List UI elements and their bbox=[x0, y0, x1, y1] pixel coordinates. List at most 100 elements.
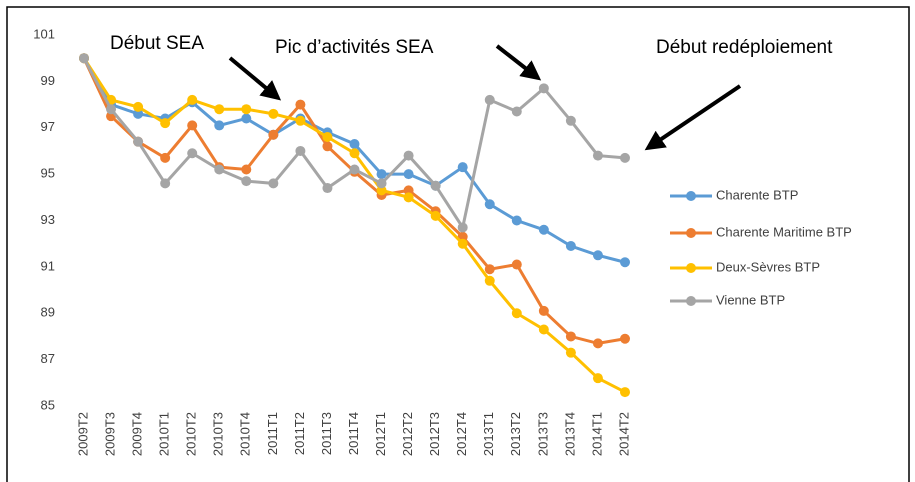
data-point bbox=[565, 331, 576, 342]
chart-border bbox=[6, 6, 910, 482]
data-point bbox=[457, 238, 468, 249]
legend-marker bbox=[686, 191, 696, 201]
y-tick-label: 87 bbox=[41, 351, 55, 366]
legend-marker bbox=[686, 228, 696, 238]
data-point bbox=[592, 338, 603, 349]
x-tick-label: 2014T2 bbox=[616, 412, 631, 456]
annotation: Pic d’activités SEA bbox=[275, 37, 434, 58]
data-point bbox=[620, 333, 630, 344]
data-point bbox=[268, 178, 279, 189]
data-point bbox=[349, 148, 360, 159]
x-tick-label: 2013T1 bbox=[481, 412, 496, 456]
x-tick-label: 2011T3 bbox=[319, 412, 334, 455]
data-point bbox=[403, 150, 414, 161]
legend-label: Vienne BTP bbox=[716, 292, 785, 307]
data-point bbox=[538, 324, 549, 335]
data-point bbox=[565, 241, 576, 252]
data-point bbox=[484, 264, 495, 275]
x-tick-label: 2009T3 bbox=[102, 412, 117, 456]
x-tick-label: 2013T2 bbox=[508, 412, 523, 456]
data-point bbox=[214, 164, 225, 175]
data-point bbox=[376, 178, 387, 189]
x-tick-label: 2009T4 bbox=[130, 412, 145, 456]
data-point bbox=[511, 106, 522, 117]
data-point bbox=[106, 104, 117, 115]
data-point bbox=[430, 210, 441, 221]
data-point bbox=[538, 224, 549, 235]
data-point bbox=[592, 150, 603, 161]
legend-label: Deux-Sèvres BTP bbox=[716, 259, 820, 274]
arrow bbox=[495, 44, 542, 81]
data-point bbox=[484, 275, 495, 286]
arrow bbox=[644, 84, 742, 151]
data-point bbox=[620, 387, 630, 398]
x-tick-label: 2011T4 bbox=[346, 412, 361, 455]
x-tick-label: 2012T2 bbox=[400, 412, 415, 456]
x-tick-label: 2010T2 bbox=[184, 412, 199, 456]
data-point bbox=[295, 145, 306, 156]
data-point bbox=[295, 99, 306, 110]
arrow bbox=[228, 56, 282, 101]
legend-label: Charente Maritime BTP bbox=[716, 224, 852, 239]
data-point bbox=[241, 113, 252, 124]
y-tick-label: 91 bbox=[41, 258, 55, 273]
data-point bbox=[214, 120, 225, 131]
y-tick-label: 85 bbox=[41, 397, 55, 412]
data-point bbox=[349, 138, 360, 149]
x-tick-label: 2012T1 bbox=[373, 412, 388, 456]
x-tick-label: 2010T3 bbox=[211, 412, 226, 456]
data-point bbox=[268, 129, 279, 140]
x-tick-label: 2010T1 bbox=[157, 412, 172, 456]
x-tick-label: 2013T4 bbox=[562, 412, 577, 456]
y-tick-label: 97 bbox=[41, 119, 55, 134]
data-point bbox=[241, 164, 252, 175]
x-tick-label: 2011T1 bbox=[265, 412, 280, 455]
data-point bbox=[376, 169, 387, 180]
legend-label: Charente BTP bbox=[716, 187, 798, 202]
data-point bbox=[511, 308, 522, 319]
data-point bbox=[160, 118, 171, 129]
data-point bbox=[160, 152, 171, 163]
x-tick-label: 2009T2 bbox=[75, 412, 90, 456]
x-tick-label: 2011T2 bbox=[292, 412, 307, 455]
data-point bbox=[187, 120, 198, 131]
data-point bbox=[403, 185, 414, 196]
data-point bbox=[592, 250, 603, 261]
data-point bbox=[620, 257, 630, 268]
data-point bbox=[457, 222, 468, 233]
data-point bbox=[349, 164, 360, 175]
data-point bbox=[430, 180, 441, 191]
data-point bbox=[322, 132, 333, 143]
x-tick-label: 2012T3 bbox=[427, 412, 442, 456]
data-point bbox=[295, 115, 306, 126]
y-tick-label: 95 bbox=[41, 166, 55, 181]
data-point bbox=[565, 347, 576, 358]
data-point bbox=[160, 178, 171, 189]
data-point bbox=[241, 176, 252, 187]
data-point bbox=[187, 148, 198, 159]
annotation: Début SEA bbox=[110, 33, 204, 54]
data-point bbox=[538, 83, 549, 94]
data-point bbox=[322, 141, 333, 152]
data-point bbox=[241, 104, 252, 115]
annotation: Début redéploiement bbox=[656, 37, 833, 58]
data-point bbox=[376, 185, 387, 196]
data-point bbox=[538, 305, 549, 316]
data-point bbox=[592, 373, 603, 384]
data-point bbox=[484, 199, 495, 210]
data-point bbox=[214, 104, 225, 115]
data-point bbox=[187, 94, 198, 105]
data-point bbox=[403, 169, 414, 180]
data-point bbox=[403, 192, 414, 203]
x-tick-label: 2014T1 bbox=[589, 412, 604, 456]
data-point bbox=[511, 215, 522, 226]
data-point bbox=[565, 115, 576, 126]
data-point bbox=[268, 108, 279, 119]
legend-marker bbox=[686, 296, 696, 306]
x-tick-label: 2012T4 bbox=[454, 412, 469, 456]
y-tick-label: 93 bbox=[41, 212, 55, 227]
data-point bbox=[484, 94, 495, 105]
data-point bbox=[322, 183, 333, 194]
data-point bbox=[511, 259, 522, 270]
